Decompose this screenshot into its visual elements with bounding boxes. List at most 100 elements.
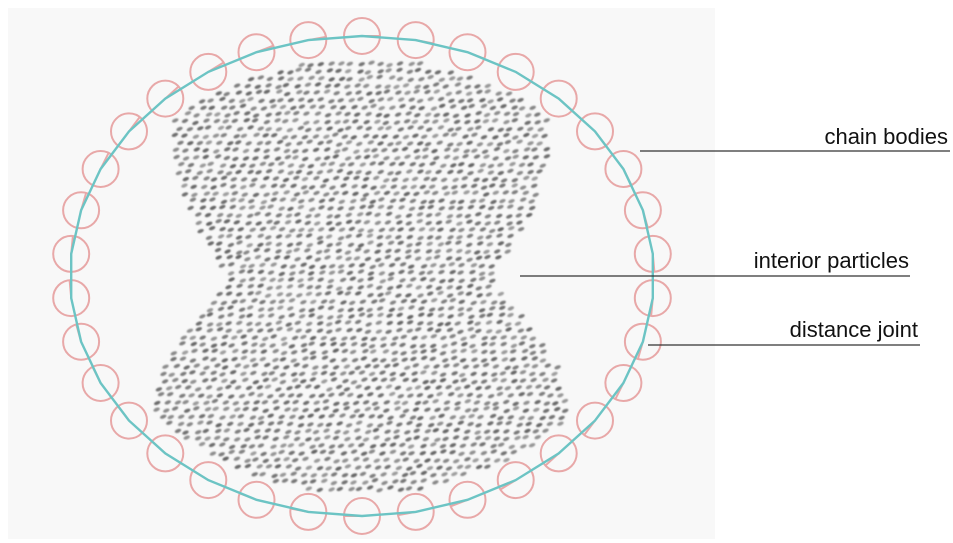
interior-particle <box>433 364 440 369</box>
interior-particle <box>517 206 524 211</box>
interior-particle <box>442 112 450 117</box>
interior-particle <box>251 298 258 303</box>
interior-particle <box>409 415 417 420</box>
interior-particle <box>405 486 413 491</box>
interior-particle <box>408 97 415 102</box>
interior-particle <box>235 169 242 175</box>
interior-particle <box>328 392 335 397</box>
interior-particle <box>297 76 304 81</box>
interior-particle <box>217 234 225 239</box>
interior-particle <box>412 407 420 412</box>
interior-particle <box>446 293 454 298</box>
interior-particle <box>434 70 442 75</box>
interior-particle <box>460 378 467 383</box>
interior-particle <box>198 442 206 447</box>
interior-particle <box>322 406 330 411</box>
interior-particle <box>329 336 337 342</box>
interior-particle <box>382 120 390 126</box>
interior-particle <box>279 372 287 377</box>
interior-particle <box>409 344 417 349</box>
interior-particle <box>360 342 368 347</box>
interior-particle <box>409 471 417 476</box>
interior-particle <box>316 466 324 471</box>
interior-particle <box>177 414 185 419</box>
interior-particle <box>367 276 374 281</box>
interior-particle <box>389 198 397 203</box>
interior-particle <box>434 328 442 333</box>
interior-particle <box>377 169 384 175</box>
interior-particle <box>307 276 314 282</box>
interior-particle <box>479 227 487 232</box>
interior-particle <box>438 413 445 418</box>
interior-particle <box>389 442 397 447</box>
interior-particle <box>526 327 533 332</box>
interior-particle <box>266 219 273 224</box>
interior-particle <box>529 105 536 110</box>
interior-particle <box>262 377 270 382</box>
interior-particle <box>400 478 407 483</box>
interior-particle <box>234 385 242 390</box>
interior-particle <box>355 328 363 333</box>
interior-particle <box>384 220 392 225</box>
interior-particle <box>491 118 499 123</box>
interior-particle <box>483 249 490 254</box>
interior-particle <box>264 140 272 145</box>
interior-particle <box>507 168 514 173</box>
interior-particle <box>357 278 364 283</box>
interior-particle <box>558 415 565 420</box>
interior-particle <box>344 464 352 469</box>
interior-particle <box>403 191 411 197</box>
interior-particle <box>229 370 237 375</box>
interior-particle <box>532 155 540 160</box>
interior-particle <box>483 401 491 406</box>
interior-particle <box>183 408 191 413</box>
interior-particle <box>228 98 236 103</box>
interior-particle <box>557 421 564 426</box>
interior-particle <box>296 90 303 95</box>
interior-particle <box>358 370 366 375</box>
interior-particle <box>388 263 396 268</box>
interior-particle <box>341 357 348 362</box>
interior-particle <box>288 298 296 303</box>
chain-body-circle <box>289 21 328 60</box>
interior-particle <box>386 321 394 326</box>
interior-particle <box>277 76 285 81</box>
interior-particle <box>385 329 392 334</box>
interior-particle <box>199 163 207 168</box>
interior-particle <box>205 221 213 226</box>
interior-particle <box>247 125 254 130</box>
interior-particle <box>407 444 415 449</box>
interior-particle <box>388 227 396 232</box>
interior-particle <box>194 436 202 441</box>
interior-particle <box>518 106 526 111</box>
interior-particle <box>321 379 328 384</box>
interior-particle <box>219 350 227 355</box>
interior-particle <box>404 154 411 159</box>
interior-particle <box>375 329 383 334</box>
interior-particle <box>408 61 415 67</box>
interior-particle <box>313 400 320 405</box>
interior-particle <box>238 98 246 104</box>
interior-particle <box>447 142 454 147</box>
interior-particle <box>528 443 536 448</box>
interior-particle <box>308 264 316 269</box>
interior-particle <box>374 119 381 124</box>
interior-particle <box>188 414 195 419</box>
interior-particle <box>353 112 361 117</box>
interior-particle <box>252 457 259 462</box>
interior-particle <box>350 135 358 140</box>
interior-particle <box>519 378 527 383</box>
interior-particle <box>293 111 300 116</box>
interior-particle <box>227 242 235 248</box>
interior-particle <box>452 363 460 368</box>
interior-particle <box>290 350 298 355</box>
interior-particle <box>452 148 460 153</box>
interior-particle <box>467 320 474 325</box>
interior-particle <box>407 264 415 269</box>
interior-particle <box>437 290 444 295</box>
interior-particle <box>457 312 465 317</box>
interior-particle <box>395 90 402 95</box>
interior-particle <box>328 299 336 304</box>
interior-particle <box>286 128 294 133</box>
interior-particle <box>220 182 227 188</box>
